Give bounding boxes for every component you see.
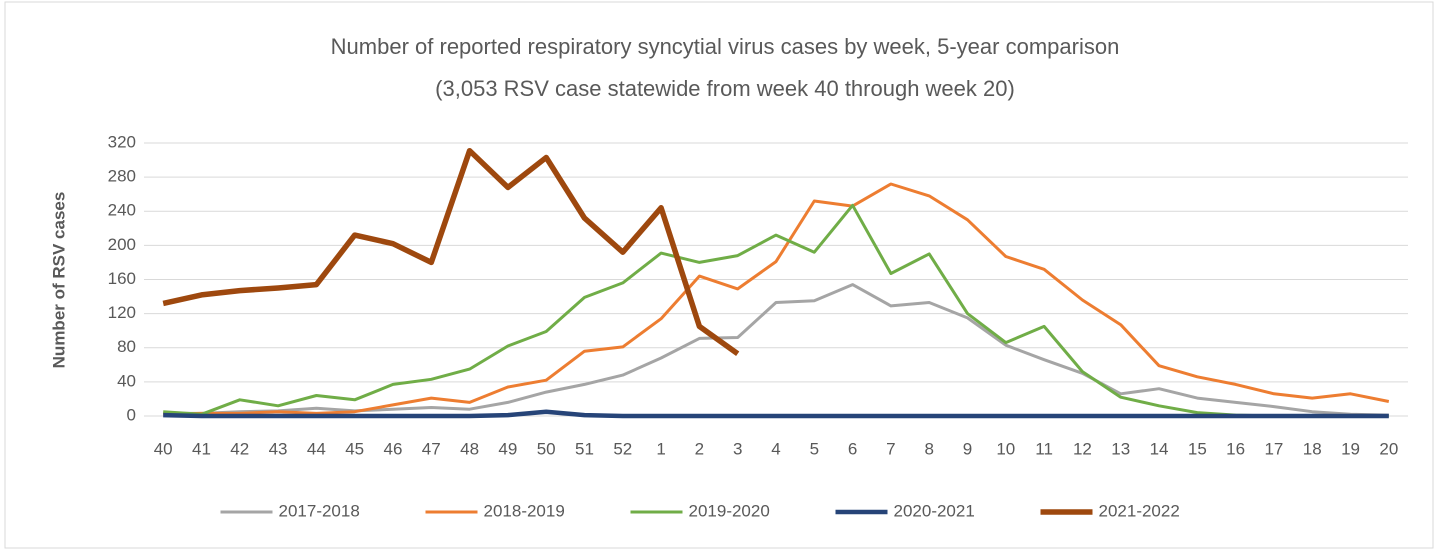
chart-border bbox=[4, 1, 1434, 549]
x-tick-label: 16 bbox=[1226, 439, 1245, 458]
y-tick-label: 320 bbox=[108, 132, 136, 151]
x-tick-label: 43 bbox=[269, 439, 288, 458]
series-line bbox=[162, 147, 740, 356]
y-tick-label: 80 bbox=[117, 337, 136, 356]
y-tick-label: 160 bbox=[108, 269, 136, 288]
y-tick-label: 0 bbox=[127, 405, 136, 424]
x-tick-label: 7 bbox=[886, 439, 895, 458]
x-tick-label: 50 bbox=[537, 439, 556, 458]
y-tick-label: 240 bbox=[108, 201, 136, 220]
y-tick-label: 280 bbox=[108, 167, 136, 186]
legend-label: 2017-2018 bbox=[279, 501, 360, 520]
x-tick-label: 8 bbox=[924, 439, 933, 458]
x-tick-label: 4 bbox=[771, 439, 780, 458]
x-tick-label: 5 bbox=[810, 439, 819, 458]
x-tick-label: 9 bbox=[963, 439, 972, 458]
series-line bbox=[163, 203, 1389, 418]
x-tick-label: 14 bbox=[1150, 439, 1169, 458]
x-tick-label: 6 bbox=[848, 439, 857, 458]
x-tick-label: 47 bbox=[422, 439, 441, 458]
x-tick-label: 41 bbox=[192, 439, 211, 458]
x-tick-label: 13 bbox=[1111, 439, 1130, 458]
x-tick-label: 52 bbox=[613, 439, 632, 458]
x-tick-label: 11 bbox=[1035, 439, 1053, 458]
x-tick-label: 48 bbox=[460, 439, 479, 458]
y-tick-label: 120 bbox=[108, 303, 136, 322]
x-tick-label: 49 bbox=[498, 439, 517, 458]
x-tick-label: 2 bbox=[695, 439, 704, 458]
series-line bbox=[163, 182, 1390, 416]
x-tick-label: 40 bbox=[154, 439, 173, 458]
x-tick-label: 45 bbox=[345, 439, 364, 458]
y-tick-label: 40 bbox=[117, 371, 136, 390]
chart-subtitle: (3,053 RSV case statewide from week 40 t… bbox=[435, 76, 1015, 101]
legend-label: 2018-2019 bbox=[484, 501, 565, 520]
x-tick-label: 12 bbox=[1073, 439, 1092, 458]
y-axis-title: Number of RSV cases bbox=[49, 192, 68, 369]
chart-title: Number of reported respiratory syncytial… bbox=[331, 34, 1120, 59]
legend-label: 2021-2022 bbox=[1099, 501, 1180, 520]
x-tick-label: 1 bbox=[656, 439, 665, 458]
y-tick-label: 200 bbox=[108, 235, 136, 254]
x-tick-label: 17 bbox=[1264, 439, 1283, 458]
x-tick-label: 3 bbox=[733, 439, 742, 458]
x-tick-label: 42 bbox=[230, 439, 249, 458]
x-tick-label: 19 bbox=[1341, 439, 1360, 458]
x-tick-label: 44 bbox=[307, 439, 326, 458]
x-tick-label: 15 bbox=[1188, 439, 1207, 458]
legend-label: 2019-2020 bbox=[689, 501, 770, 520]
x-tick-label: 10 bbox=[996, 439, 1015, 458]
x-tick-label: 18 bbox=[1303, 439, 1322, 458]
x-tick-label: 20 bbox=[1379, 439, 1398, 458]
series-line bbox=[163, 409, 1389, 419]
x-tick-label: 51 bbox=[575, 439, 594, 458]
legend-label: 2020-2021 bbox=[894, 501, 975, 520]
x-tick-label: 46 bbox=[384, 439, 403, 458]
